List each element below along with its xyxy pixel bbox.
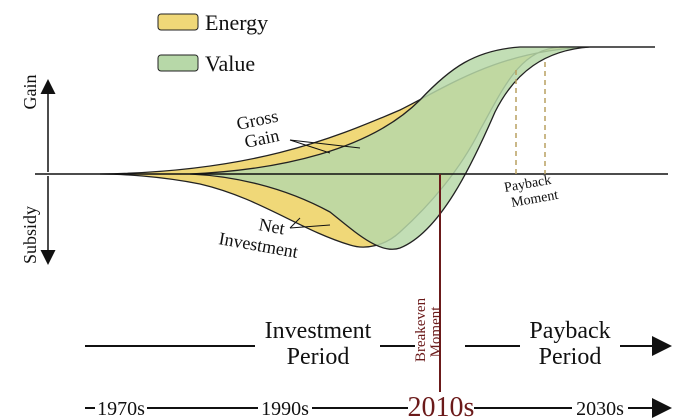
axis-up-label: Gain	[20, 75, 40, 110]
diagram: Gain Subsidy Energy Value Gross Gain Net…	[0, 0, 678, 418]
legend-swatch	[158, 55, 198, 71]
legend-label: Value	[205, 51, 255, 76]
period-label: Payback	[529, 318, 610, 344]
period-label: Period	[287, 344, 350, 370]
timeline-label: 1990s	[261, 398, 309, 418]
timeline-label: 2030s	[576, 398, 624, 418]
annotation: Breakeven	[413, 297, 429, 362]
timeline-label: 1970s	[97, 398, 145, 418]
axis-down-label: Subsidy	[20, 206, 40, 264]
legend-label: Energy	[205, 10, 268, 35]
legend-swatch	[158, 14, 198, 30]
annotation: Moment	[428, 306, 444, 358]
timeline-label: 2010s	[408, 392, 475, 418]
period-label: Investment	[265, 318, 372, 344]
period-label: Period	[539, 344, 602, 370]
